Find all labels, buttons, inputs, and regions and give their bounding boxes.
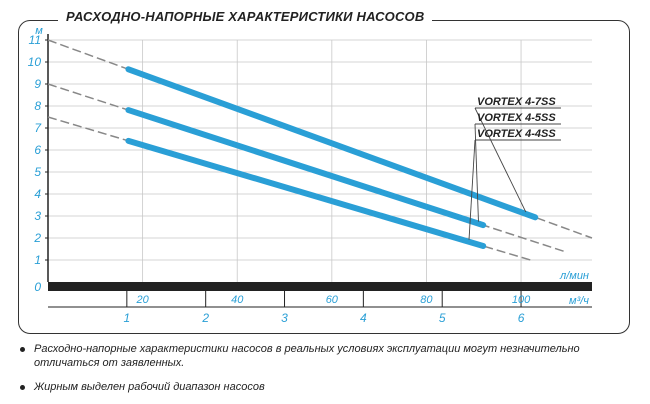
notes-list: Расходно-напорные характеристики насосов… bbox=[20, 342, 630, 404]
legend-label: VORTEX 4-4SS bbox=[477, 128, 556, 140]
y-tick-label: 6 bbox=[34, 143, 41, 157]
x-tick-label: 80 bbox=[420, 294, 433, 306]
note-item: Жирным выделен рабочий диапазон насосов bbox=[20, 380, 630, 394]
x-axis-bar bbox=[48, 282, 592, 291]
y-tick-label: 9 bbox=[34, 77, 41, 91]
y-tick-label: 8 bbox=[34, 99, 41, 113]
x2-axis-unit: м³/ч bbox=[569, 295, 589, 307]
x-tick-label: 100 bbox=[512, 294, 531, 306]
legend-leader-line bbox=[474, 107, 527, 213]
series-working-range bbox=[125, 66, 539, 221]
y-tick-label: 1 bbox=[34, 253, 41, 267]
note-item: Расходно-напорные характеристики насосов… bbox=[20, 342, 630, 370]
y-tick-label: 3 bbox=[34, 209, 41, 223]
x-tick-label: 20 bbox=[135, 294, 149, 306]
series-working-range bbox=[125, 137, 487, 249]
y-tick-label: 7 bbox=[34, 121, 42, 135]
x2-tick-label: 6 bbox=[518, 311, 525, 325]
chart-title: РАСХОДНО-НАПОРНЫЕ ХАРАКТЕРИСТИКИ НАСОСОВ bbox=[58, 9, 433, 24]
x2-tick-label: 4 bbox=[360, 311, 367, 325]
series-working-range bbox=[125, 107, 487, 229]
legend-label: VORTEX 4-5SS bbox=[477, 112, 556, 124]
origin-label: 0 bbox=[34, 280, 41, 294]
y-tick-label: 4 bbox=[34, 187, 41, 201]
x-axis-unit: л/мин bbox=[559, 270, 589, 282]
x2-tick-label: 3 bbox=[281, 311, 288, 325]
x-tick-label: 60 bbox=[326, 294, 339, 306]
legend-label: VORTEX 4-7SS bbox=[477, 96, 556, 108]
y-tick-label: 10 bbox=[28, 55, 42, 69]
x2-tick-label: 2 bbox=[201, 311, 209, 325]
legend-leader-line bbox=[468, 139, 476, 240]
x2-tick-label: 1 bbox=[123, 311, 130, 325]
y-axis-unit: м bbox=[35, 25, 43, 37]
y-tick-label: 5 bbox=[34, 165, 41, 179]
x-tick-label: 40 bbox=[231, 294, 244, 306]
x2-tick-label: 5 bbox=[439, 311, 446, 325]
y-tick-label: 2 bbox=[33, 231, 41, 245]
y-tick-label: 11 bbox=[29, 33, 41, 47]
